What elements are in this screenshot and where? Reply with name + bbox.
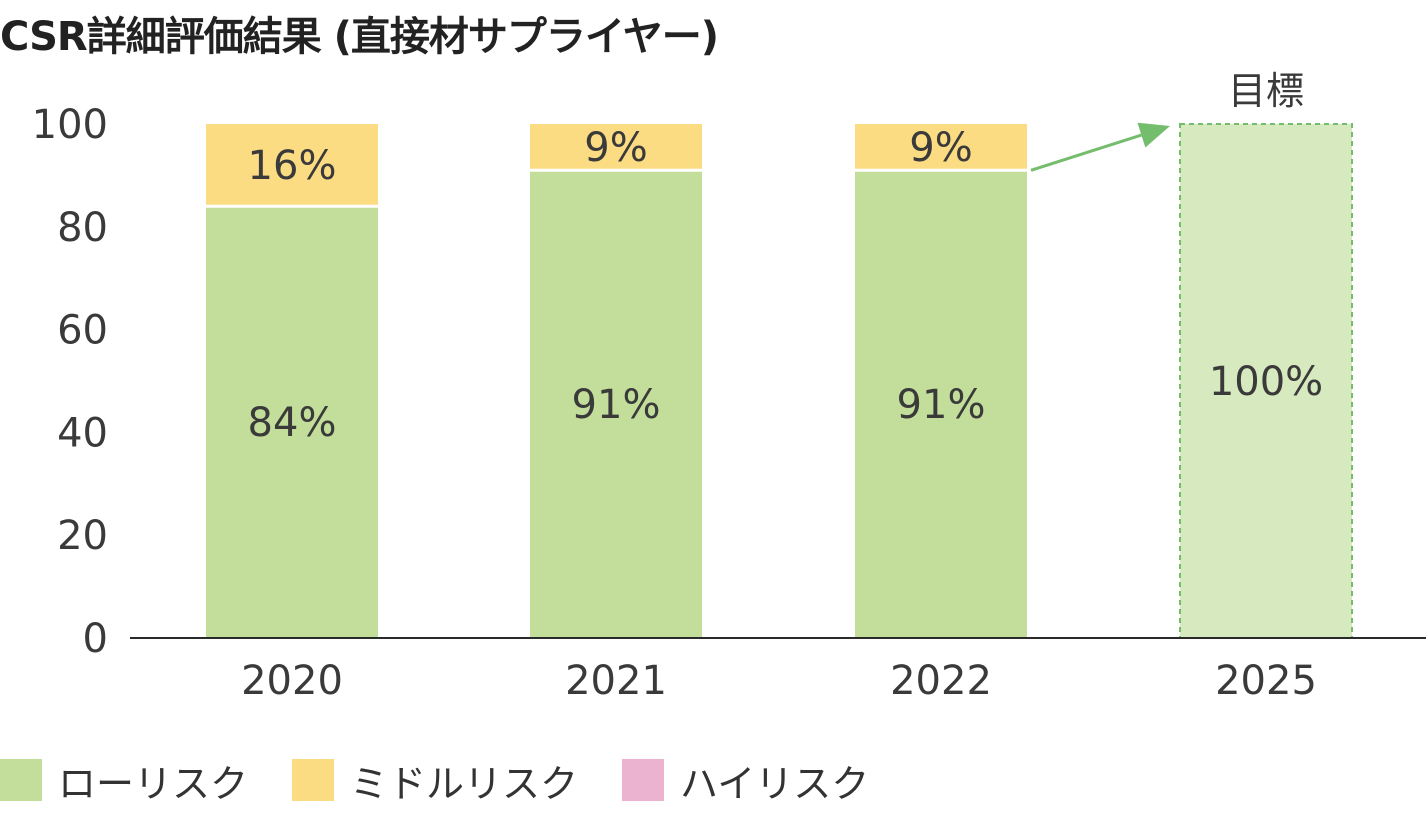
- x-tick-label-2020: 2020: [241, 658, 343, 704]
- y-tick-label-40: 40: [57, 410, 108, 456]
- target-arrow-line: [1030, 133, 1142, 172]
- y-tick-label-80: 80: [57, 205, 108, 251]
- x-tick-label-2022: 2022: [890, 658, 992, 704]
- bar-2021-series-1: [530, 124, 702, 171]
- legend-swatch-middle-risk: [292, 759, 335, 801]
- y-tick-label-100: 100: [32, 102, 108, 148]
- bar-2022-series-1: [855, 124, 1027, 171]
- y-tick-label-0: 0: [83, 616, 108, 662]
- legend-item-low-risk: ローリスク: [0, 753, 248, 808]
- data-label-2022-series-1: 9%: [909, 125, 972, 171]
- bar-2025-series-0: [1179, 123, 1353, 639]
- target-arrow-head: [1137, 122, 1170, 148]
- legend-swatch-high-risk: [622, 759, 665, 801]
- legend-swatch-low-risk: [0, 759, 42, 801]
- legend-label-high-risk: ハイリスク: [680, 761, 870, 806]
- bar-2020-series-0: [206, 206, 378, 639]
- data-label-2020-series-1: 16%: [248, 143, 337, 189]
- target-label: 目標: [1228, 69, 1304, 113]
- legend-label-low-risk: ローリスク: [58, 761, 249, 806]
- data-label-2020-series-0: 84%: [248, 400, 337, 446]
- x-tick-label-2025: 2025: [1215, 658, 1317, 704]
- data-label-2022-series-0: 91%: [897, 382, 986, 428]
- bar-2021-series-0: [530, 170, 702, 638]
- y-tick-label-60: 60: [57, 308, 108, 354]
- y-tick-label-20: 20: [57, 513, 108, 559]
- legend-item-high-risk: ハイリスク: [622, 753, 869, 808]
- legend-label-middle-risk: ミドルリスク: [350, 761, 579, 806]
- x-tick-label-2021: 2021: [565, 658, 667, 704]
- chart-title: CSR詳細評価結果 (直接材サプライヤー): [0, 14, 719, 60]
- data-label-2025-series-0: 100%: [1209, 359, 1323, 405]
- bar-2022-series-0: [855, 170, 1027, 638]
- legend: ローリスク ミドルリスク ハイリスク: [0, 752, 913, 808]
- data-label-2021-series-0: 91%: [572, 382, 661, 428]
- legend-item-middle-risk: ミドルリスク: [292, 753, 578, 808]
- bar-2020-series-1: [206, 124, 378, 207]
- data-label-2021-series-1: 9%: [584, 125, 647, 171]
